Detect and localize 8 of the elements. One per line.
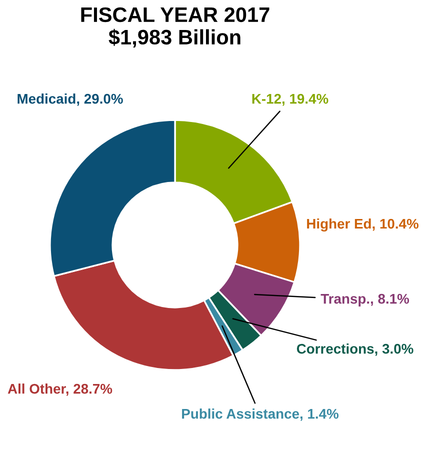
slice-label: Medicaid, 29.0% xyxy=(18,94,123,106)
chart-title: FISCAL YEAR 2017 $1,983 Billion xyxy=(81,7,270,48)
slice-label: Higher Ed, 10.4% xyxy=(307,218,418,232)
slice-label: All Other, 28.7% xyxy=(8,384,112,396)
slice-label: Public Assistance, 1.4% xyxy=(182,408,339,421)
slice-label: Transp., 8.1% xyxy=(320,294,410,306)
slice-label: Corrections, 3.0% xyxy=(296,344,414,356)
slice-label: K-12, 19.4% xyxy=(252,94,328,106)
